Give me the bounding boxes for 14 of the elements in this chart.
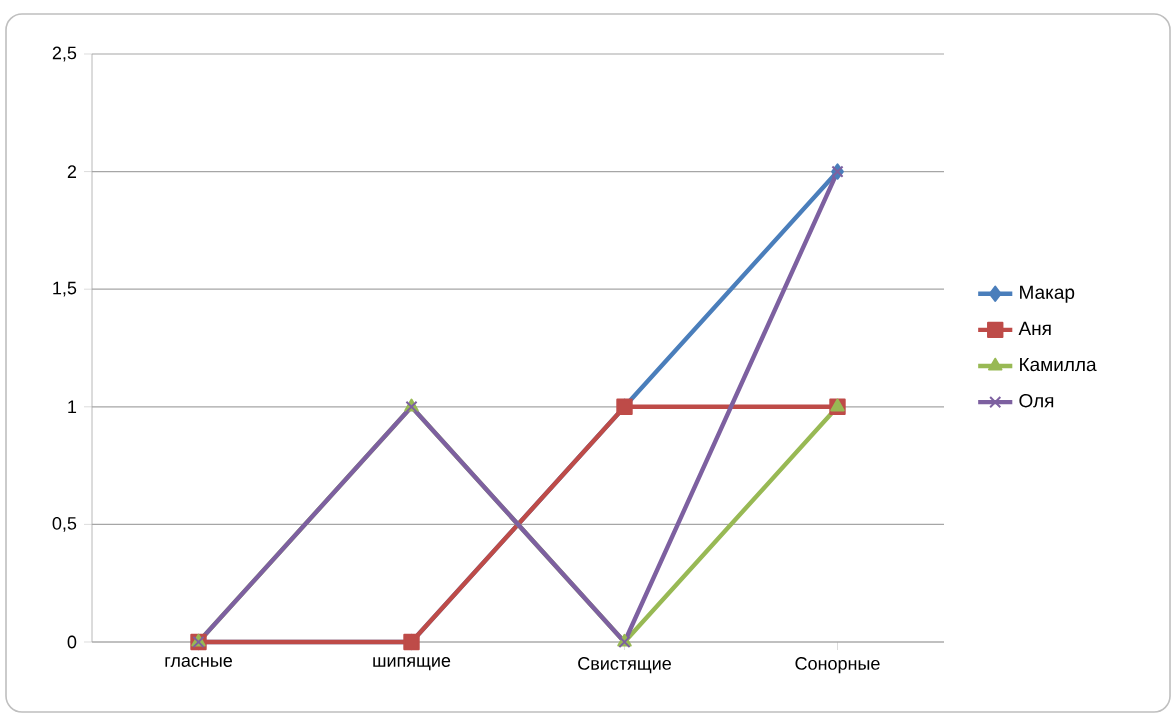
y-tick-label: 0,5 [52, 516, 77, 532]
y-tick-label: 2 [67, 165, 77, 178]
legend-label: Камилла [1020, 357, 1097, 372]
legend-label: Макар [1020, 285, 1075, 303]
x-tick-label: Свистящие [578, 657, 671, 674]
x-tick-label: гласные [165, 657, 233, 667]
legend-label: Аня [1018, 321, 1051, 335]
y-tick-label: 1,5 [53, 281, 77, 297]
x-tick-label: Сонорные [795, 657, 880, 674]
y-tick-label: 0 [67, 635, 77, 649]
y-tick-label: 1 [68, 400, 77, 413]
x-tick-label: шипящие [373, 657, 451, 671]
legend-label: Оля [1019, 393, 1054, 408]
y-tick-label: 2,5 [52, 46, 77, 62]
